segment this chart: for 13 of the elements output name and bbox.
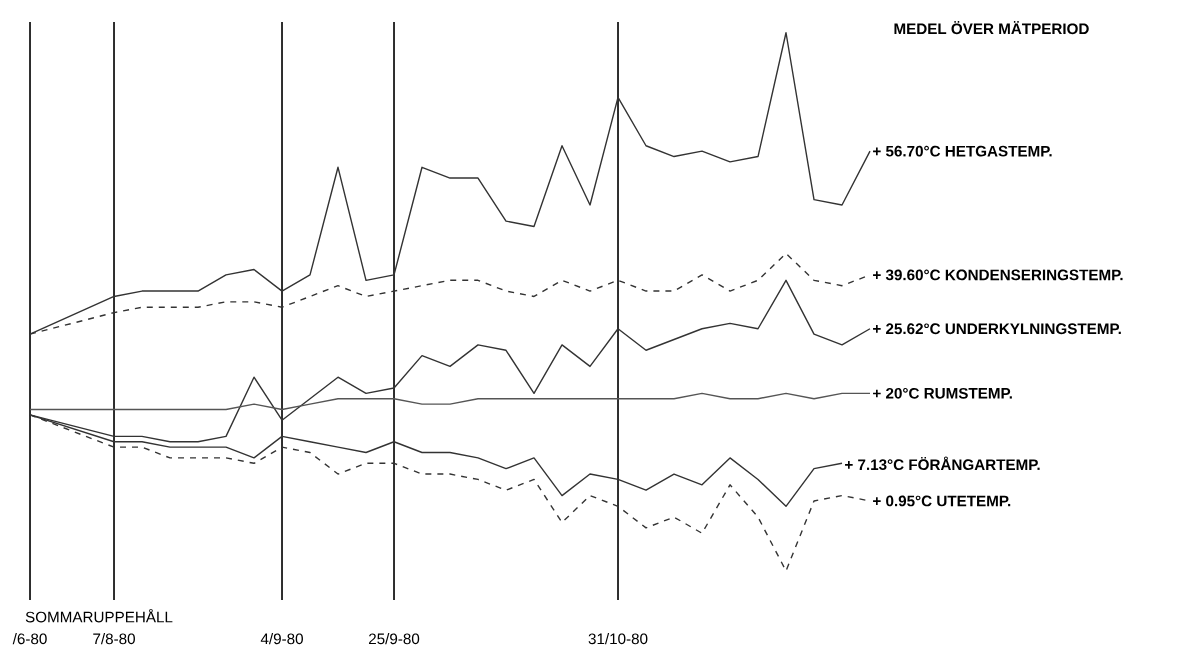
- text: SOMMARUPPEHÅLL: [25, 609, 173, 623]
- x-tick-label: 31/10-80: [588, 633, 648, 645]
- text: MEDEL ÖVER MÄTPERIOD: [894, 21, 1089, 35]
- x-tick-label: 25/9-80: [368, 633, 420, 645]
- series-label: + 25.62°C UNDERKYLNINGSTEMP.: [873, 323, 1121, 335]
- series-label: + 7.13°C FÖRÅNGARTEMP.: [845, 456, 1040, 471]
- x-tick-label: 4/9-80: [260, 633, 303, 645]
- series-label: + 0.95°C UTETEMP.: [873, 495, 1011, 507]
- x-tick-label: /6-80: [12, 633, 47, 645]
- series-label: + 56.70°C HETGASTEMP.: [873, 145, 1052, 157]
- series-label: + 39.60°C KONDENSERINGSTEMP.: [873, 269, 1123, 281]
- x-tick-label: 7/8-80: [93, 633, 135, 645]
- series-label: + 20°C RUMSTEMP.: [873, 387, 1012, 399]
